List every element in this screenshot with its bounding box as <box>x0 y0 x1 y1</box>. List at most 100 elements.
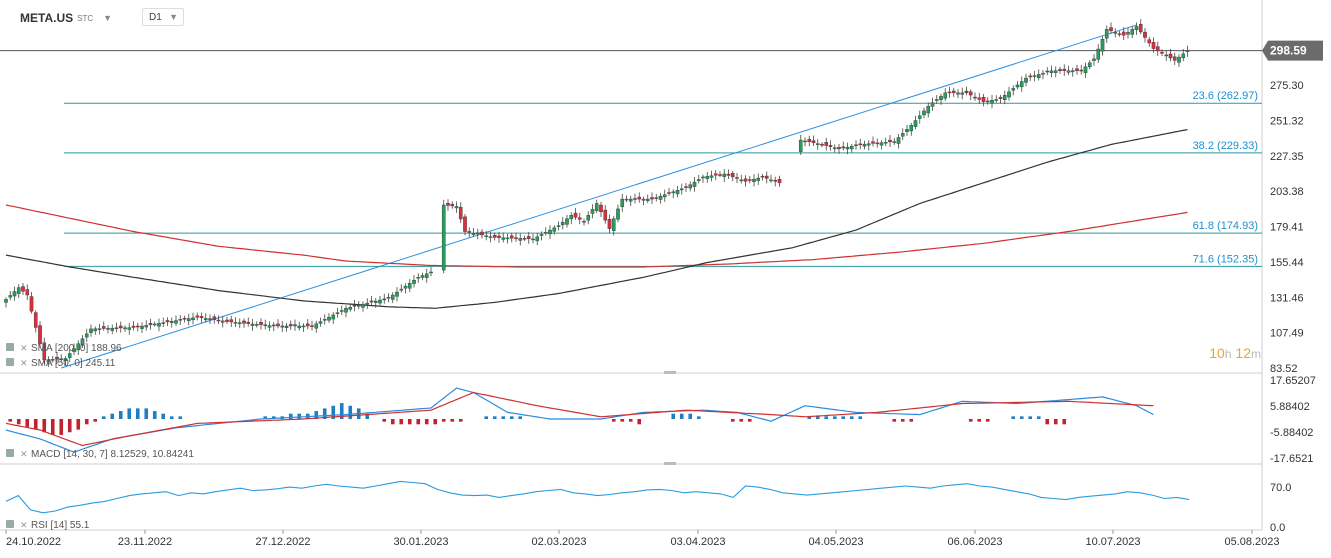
macd-histogram-bar <box>637 418 642 425</box>
candle-body <box>331 314 336 320</box>
candle-body <box>208 318 212 320</box>
indicator-icon <box>6 520 14 528</box>
candle-body <box>114 327 119 329</box>
symbol-selector[interactable]: META.US STC ▼ <box>20 8 112 28</box>
candle-body <box>165 320 170 323</box>
candle-body <box>832 147 837 150</box>
macd-histogram-bar <box>509 416 514 419</box>
candle-body <box>968 91 973 96</box>
candle-body <box>556 225 561 227</box>
candle-body <box>250 323 255 326</box>
candle-body <box>650 197 654 200</box>
candle-body <box>973 96 977 99</box>
price-tick-label: 131.46 <box>1270 292 1304 304</box>
candle-body <box>607 218 612 229</box>
candle-body <box>798 139 803 152</box>
candle-body <box>42 342 47 361</box>
macd-histogram-bar <box>611 418 616 422</box>
time-axis-label: 30.01.2023 <box>393 536 448 548</box>
macd-histogram-bar <box>1028 416 1033 419</box>
last-price-badge <box>1262 40 1323 61</box>
candle-body <box>599 204 603 213</box>
macd-histogram-bar <box>1062 418 1067 425</box>
timeframe-selector[interactable]: D1 ▼ <box>142 8 184 26</box>
candle-body <box>212 316 217 320</box>
candle-body <box>492 234 497 238</box>
candle-body <box>1134 26 1139 30</box>
candle-body <box>21 286 25 292</box>
candle-body <box>76 343 81 351</box>
candle-body <box>990 100 994 104</box>
candle-body <box>80 338 85 346</box>
candle-body <box>127 327 132 330</box>
price-tick-label: 107.49 <box>1270 328 1304 340</box>
macd-histogram-bar <box>849 416 854 419</box>
timeframe-value: D1 <box>149 11 162 23</box>
candle-body <box>752 178 756 182</box>
candle-body <box>1168 53 1173 59</box>
candle-body <box>730 173 735 178</box>
macd-histogram-bar <box>416 418 421 425</box>
macd-histogram-bar <box>84 418 89 425</box>
candle-body <box>1151 42 1156 49</box>
candle-body <box>1143 31 1147 38</box>
macd-histogram-bar <box>679 413 684 419</box>
candle-body <box>858 143 863 146</box>
candle-body <box>1100 39 1105 52</box>
candle-body <box>484 235 489 237</box>
candle-body <box>696 179 701 181</box>
candle-body <box>1160 51 1164 54</box>
candle-body <box>246 321 251 324</box>
candle-body <box>505 237 510 240</box>
rsi-tick-label: 70.0 <box>1270 482 1291 494</box>
macd-histogram-bar <box>815 416 820 419</box>
macd-histogram-bar <box>339 403 344 419</box>
last-price-label: 298.59 <box>1270 44 1307 58</box>
macd-tick-label: 17.65207 <box>1270 375 1316 387</box>
candle-body <box>539 234 544 236</box>
candle-body <box>454 206 459 209</box>
candle-body <box>964 90 969 94</box>
sma-line <box>5 204 1188 268</box>
time-axis-label: 10.07.2023 <box>1085 536 1140 548</box>
candle-body <box>1113 32 1118 34</box>
macd-histogram-bar <box>365 413 370 419</box>
candle-body <box>373 300 378 303</box>
candle-body <box>276 323 280 327</box>
candle-body <box>220 320 225 323</box>
candle-body <box>501 237 506 240</box>
candle-body <box>403 285 408 289</box>
close-icon: ✕ <box>20 358 28 368</box>
candle-body <box>297 325 302 329</box>
macd-histogram-bar <box>1011 416 1016 419</box>
candle-body <box>89 328 93 333</box>
candle-body <box>327 316 331 321</box>
candle-body <box>1109 27 1113 32</box>
macd-histogram-bar <box>76 418 81 430</box>
candle-body <box>135 325 140 328</box>
candle-body <box>977 97 982 100</box>
candle-body <box>178 319 183 321</box>
candle-body <box>101 326 106 329</box>
candle-body <box>1075 68 1079 71</box>
candle-body <box>446 203 450 206</box>
macd-tick-label: -17.6521 <box>1270 453 1313 465</box>
candle-body <box>862 143 867 147</box>
macd-histogram-bar <box>696 416 701 419</box>
candle-body <box>654 197 659 199</box>
price-tick-label: 179.41 <box>1270 222 1304 234</box>
macd-histogram-bar <box>450 418 455 422</box>
candle-body <box>1024 77 1028 83</box>
macd-histogram-bar <box>152 411 157 419</box>
candle-body <box>1015 84 1020 88</box>
candle-body <box>1164 54 1169 57</box>
macd-histogram-bar <box>688 413 693 419</box>
macd-histogram-bar <box>824 416 829 419</box>
candle-body <box>441 204 446 271</box>
candle-body <box>1181 53 1186 59</box>
candle-body <box>424 273 429 278</box>
candle-body <box>33 312 38 328</box>
macd-histogram-bar <box>169 416 174 419</box>
candle-body <box>284 325 289 328</box>
